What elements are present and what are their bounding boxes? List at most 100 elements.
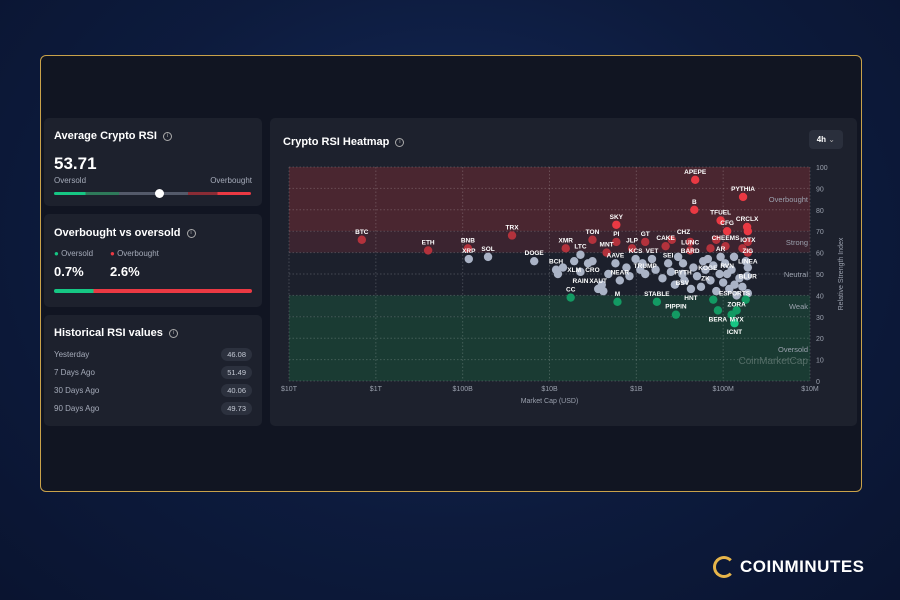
data-point xyxy=(615,276,625,285)
point-label: AR xyxy=(716,246,726,253)
point-label: B xyxy=(692,199,697,206)
point-label: BARD xyxy=(681,248,700,255)
point-label: NEAR xyxy=(611,269,630,276)
point-label: XMR xyxy=(559,237,574,244)
oversold-label: Oversold xyxy=(54,176,87,185)
average-rsi-title: Average Crypto RSI xyxy=(54,130,157,142)
data-point xyxy=(507,231,517,240)
data-point xyxy=(627,244,637,253)
data-point xyxy=(553,269,563,279)
data-point xyxy=(604,269,613,279)
zone-band xyxy=(289,295,810,317)
data-point xyxy=(680,276,689,285)
data-point xyxy=(713,306,723,315)
data-point xyxy=(666,267,676,277)
history-value: 49.73 xyxy=(221,401,252,415)
history-value: 40.06 xyxy=(221,383,252,397)
zone-label: Neutral xyxy=(784,270,809,279)
point-label: BNB xyxy=(461,237,475,244)
y-tick-label: 40 xyxy=(816,293,824,300)
data-point xyxy=(718,278,728,287)
point-label: XLM xyxy=(567,267,581,274)
data-point xyxy=(622,263,631,272)
history-value: 51.49 xyxy=(221,365,252,379)
data-point xyxy=(569,256,579,266)
point-label: RVN xyxy=(720,263,734,270)
point-label: ZORA xyxy=(727,301,746,308)
oversold-legend: Oversold xyxy=(61,249,94,258)
point-label: TON xyxy=(586,229,600,236)
x-tick-label: $1T xyxy=(370,386,383,393)
data-point xyxy=(597,280,606,289)
point-label: SOL xyxy=(481,246,494,253)
point-label: KCS xyxy=(629,248,643,255)
info-icon[interactable]: i xyxy=(168,328,178,338)
point-label: TRUMP xyxy=(634,263,658,270)
data-point xyxy=(530,256,539,266)
data-point xyxy=(721,241,730,251)
data-point xyxy=(738,282,747,292)
x-tick-label: $10T xyxy=(281,386,298,393)
y-tick-label: 70 xyxy=(816,229,824,236)
point-label: ICNT xyxy=(727,329,742,336)
data-point xyxy=(652,297,662,307)
point-label: ETH xyxy=(422,239,435,246)
history-value: 46.08 xyxy=(221,347,252,361)
info-icon[interactable]: i xyxy=(395,137,405,147)
data-point xyxy=(706,244,715,253)
point-label: CAKE xyxy=(656,235,675,242)
y-axis-label: Relative Strength Index xyxy=(838,237,845,310)
data-point xyxy=(641,237,650,247)
data-point xyxy=(741,295,750,304)
data-point xyxy=(661,241,670,251)
data-point xyxy=(576,267,585,277)
data-point xyxy=(625,271,634,281)
point-label: BTC xyxy=(355,229,369,236)
data-point xyxy=(738,244,747,253)
data-point xyxy=(709,261,718,270)
point-label: AAVE xyxy=(607,252,625,259)
timeframe-dropdown[interactable]: 4h ⌄ xyxy=(808,130,843,149)
chevron-down-icon: ⌄ xyxy=(828,135,835,144)
timeframe-value: 4h xyxy=(816,135,827,144)
overbought-label: Overbought xyxy=(210,176,252,185)
historical-title: Historical RSI values xyxy=(54,327,163,339)
overbought-legend: Overbought xyxy=(117,249,159,258)
history-label: Yesterday xyxy=(54,349,90,359)
zone-label: Weak xyxy=(789,302,808,311)
data-point xyxy=(743,227,753,236)
data-point xyxy=(663,259,673,268)
average-rsi-card: Average Crypto RSI i 53.71 Oversold Overb… xyxy=(44,118,262,206)
point-label: CHEEMS xyxy=(712,235,740,242)
data-point xyxy=(463,244,473,253)
data-point xyxy=(611,259,620,268)
info-icon[interactable]: i xyxy=(186,228,196,238)
zone-band xyxy=(289,316,810,381)
data-point xyxy=(716,252,725,262)
point-label: M xyxy=(615,291,620,298)
history-row: 30 Days Ago 40.06 xyxy=(54,381,252,399)
x-tick-label: $100B xyxy=(453,386,474,393)
point-label: KOGE xyxy=(698,265,718,272)
data-point xyxy=(725,284,734,294)
y-tick-label: 80 xyxy=(816,208,824,215)
data-point xyxy=(599,286,608,296)
point-label: MNT xyxy=(600,242,614,249)
data-point xyxy=(743,263,753,272)
x-tick-label: $10B xyxy=(541,386,558,393)
y-tick-label: 100 xyxy=(816,165,828,172)
point-label: TRX xyxy=(506,224,520,231)
green-dot-icon: ● xyxy=(54,249,59,258)
data-point xyxy=(730,319,739,328)
point-label: PI xyxy=(613,231,619,238)
data-point xyxy=(729,252,739,262)
logo-mark-icon xyxy=(713,556,735,578)
point-label: LINEA xyxy=(738,259,758,266)
x-tick-label: $100M xyxy=(712,386,734,393)
info-icon[interactable]: i xyxy=(162,131,172,141)
data-point xyxy=(692,271,702,281)
data-point xyxy=(698,256,708,266)
data-point xyxy=(689,263,698,272)
y-tick-label: 30 xyxy=(816,315,824,322)
